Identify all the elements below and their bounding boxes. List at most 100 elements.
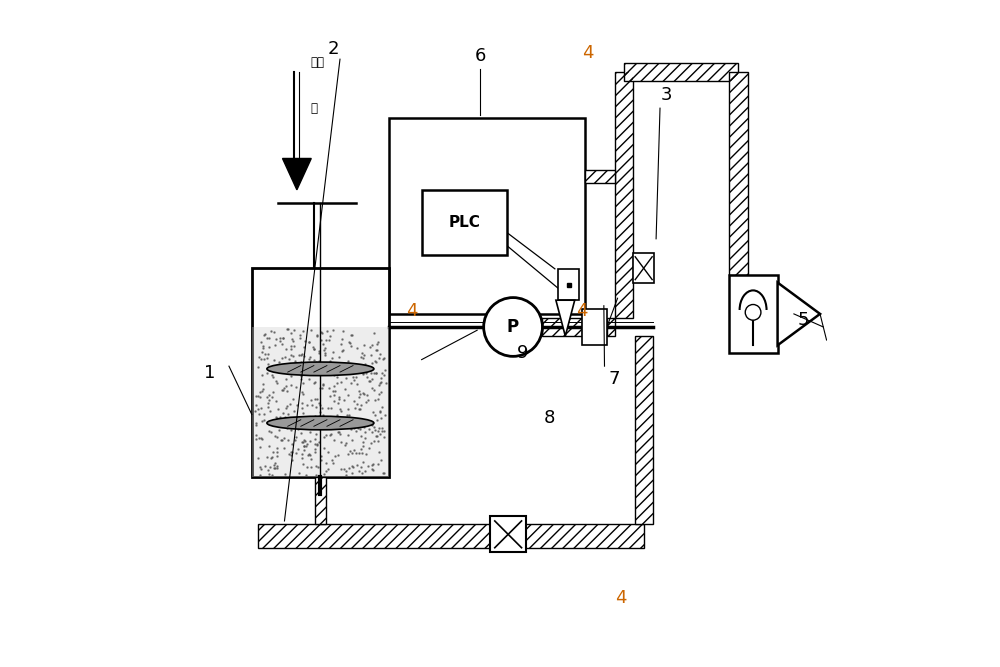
- Point: [286, 324, 302, 335]
- Point: [321, 383, 337, 394]
- Point: [285, 394, 301, 405]
- Point: [334, 334, 350, 345]
- Point: [342, 446, 358, 456]
- Point: [278, 344, 294, 354]
- Point: [366, 384, 382, 395]
- Point: [377, 410, 393, 420]
- Text: PLC: PLC: [448, 215, 480, 230]
- Point: [367, 356, 383, 366]
- Text: 4: 4: [576, 301, 587, 319]
- Point: [301, 374, 317, 384]
- Point: [312, 382, 328, 393]
- Point: [306, 355, 322, 366]
- Bar: [729, 275, 778, 353]
- Point: [346, 444, 362, 455]
- Point: [313, 451, 329, 462]
- Point: [254, 370, 270, 380]
- Point: [288, 382, 304, 393]
- Point: [316, 344, 332, 355]
- Point: [255, 340, 271, 351]
- Point: [361, 424, 377, 434]
- Point: [261, 468, 277, 479]
- Point: [329, 365, 345, 376]
- Point: [340, 430, 356, 441]
- Point: [340, 404, 356, 414]
- Point: [294, 448, 310, 459]
- Point: [326, 370, 342, 381]
- Point: [370, 426, 386, 436]
- Point: [348, 372, 364, 382]
- Point: [341, 420, 357, 430]
- Point: [313, 455, 329, 466]
- Text: 3: 3: [661, 86, 672, 104]
- Point: [274, 339, 290, 350]
- Point: [252, 442, 268, 452]
- Point: [261, 342, 277, 353]
- Point: [259, 392, 275, 402]
- Ellipse shape: [267, 416, 374, 430]
- Point: [333, 437, 349, 448]
- Point: [374, 426, 390, 436]
- Point: [283, 450, 299, 460]
- Point: [369, 431, 385, 442]
- Point: [308, 429, 324, 440]
- Point: [307, 434, 323, 445]
- Point: [275, 333, 291, 344]
- Point: [373, 455, 389, 466]
- Point: [353, 430, 369, 441]
- Point: [286, 341, 302, 352]
- Point: [266, 355, 282, 366]
- Point: [320, 464, 336, 474]
- Point: [316, 442, 332, 453]
- Point: [373, 412, 389, 423]
- Point: [307, 439, 323, 450]
- Point: [283, 371, 299, 382]
- Point: [271, 425, 287, 436]
- Point: [302, 427, 318, 438]
- Point: [248, 434, 264, 444]
- Point: [284, 454, 300, 465]
- Point: [278, 380, 294, 391]
- Point: [358, 368, 374, 378]
- Point: [376, 370, 392, 380]
- Point: [256, 329, 272, 340]
- Point: [340, 356, 356, 366]
- Point: [361, 416, 377, 426]
- Point: [333, 339, 349, 350]
- Point: [318, 466, 334, 476]
- Point: [259, 352, 275, 363]
- Point: [345, 372, 361, 383]
- Point: [355, 437, 371, 448]
- Point: [301, 336, 317, 347]
- Point: [325, 347, 341, 358]
- Point: [288, 360, 304, 371]
- Point: [311, 437, 327, 448]
- Point: [333, 406, 349, 417]
- Bar: [490, 516, 526, 552]
- Point: [367, 410, 383, 421]
- Point: [278, 403, 294, 414]
- Point: [363, 350, 379, 360]
- Text: 7: 7: [609, 370, 620, 388]
- Point: [296, 434, 312, 445]
- Point: [361, 376, 377, 387]
- Point: [356, 350, 372, 361]
- Point: [270, 404, 286, 414]
- Point: [302, 436, 318, 446]
- Point: [269, 461, 285, 472]
- Point: [274, 352, 290, 363]
- Point: [284, 439, 300, 450]
- Point: [351, 386, 367, 397]
- Point: [298, 470, 314, 480]
- Point: [248, 420, 264, 430]
- Point: [269, 451, 285, 462]
- Point: [271, 356, 287, 367]
- Point: [309, 329, 325, 340]
- Text: 4: 4: [582, 43, 594, 61]
- Point: [362, 342, 378, 352]
- Point: [351, 364, 367, 375]
- Point: [343, 341, 359, 352]
- Point: [368, 368, 384, 378]
- Point: [349, 379, 365, 390]
- Point: [269, 442, 285, 453]
